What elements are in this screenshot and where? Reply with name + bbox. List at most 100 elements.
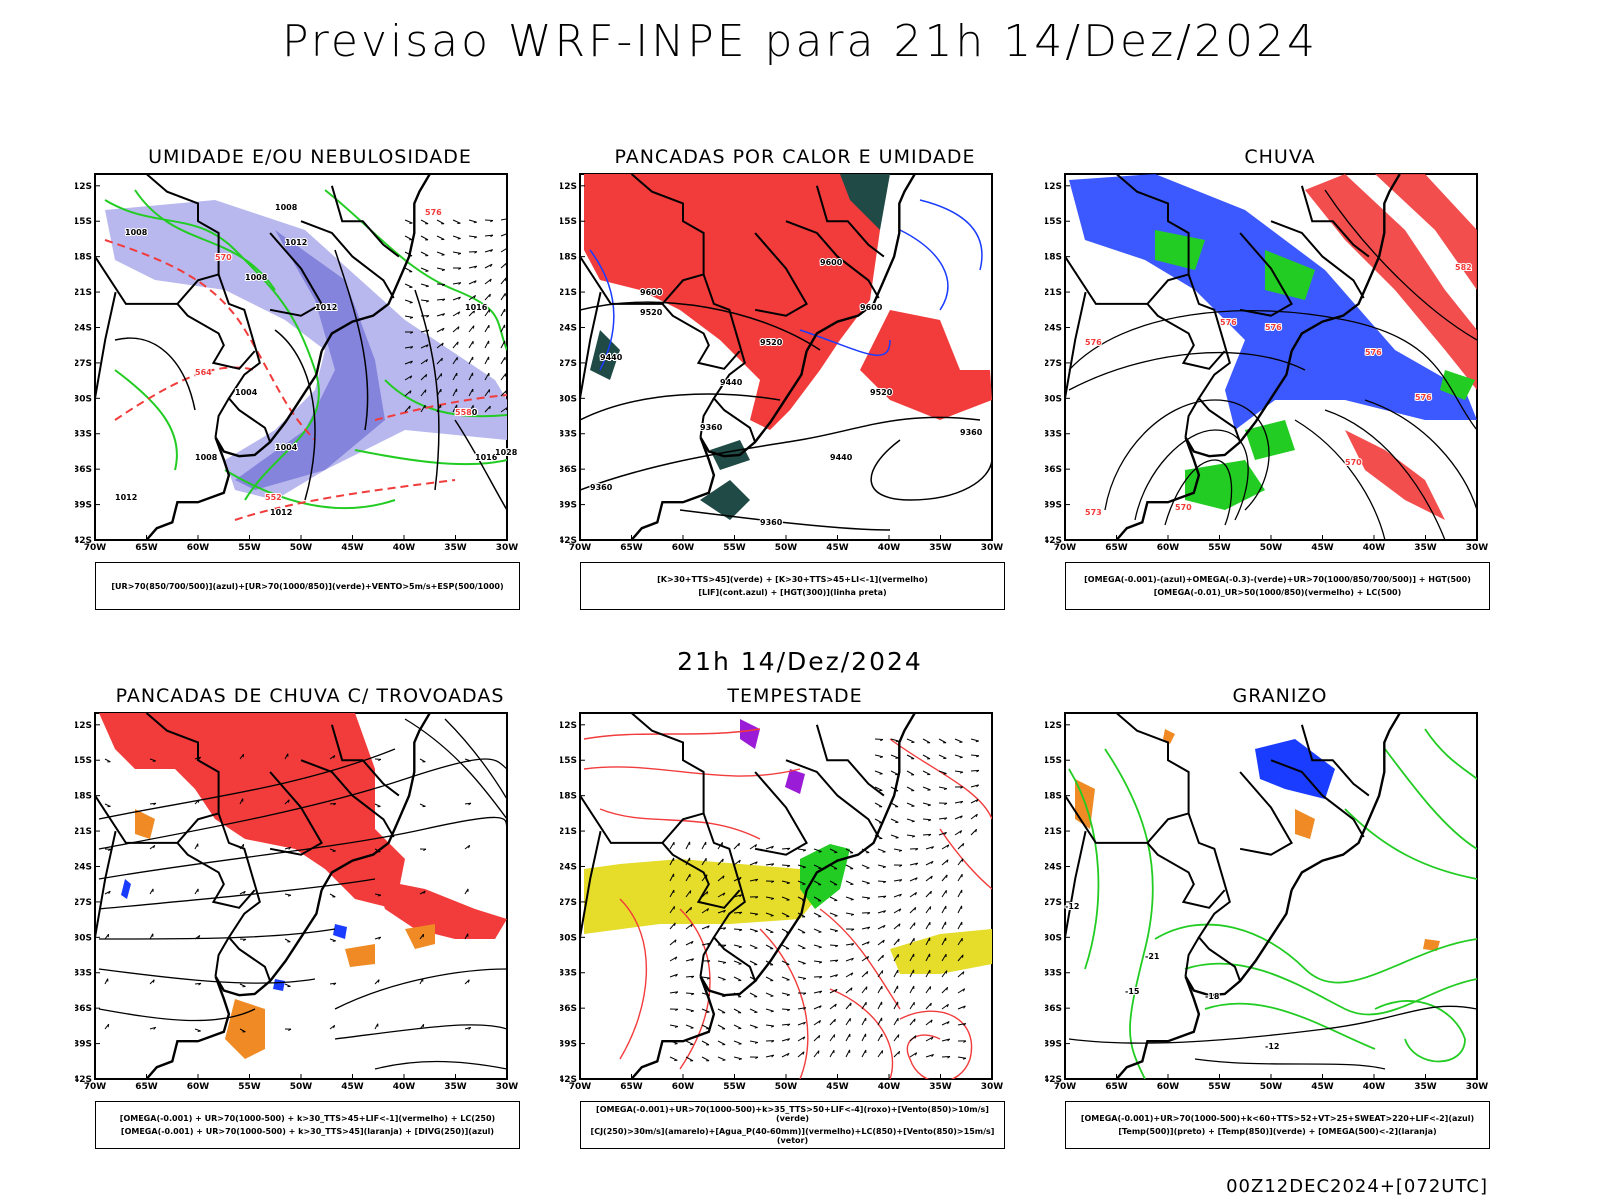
lat-label: 24S bbox=[560, 862, 577, 872]
wind-arrow-head bbox=[754, 1027, 758, 1029]
country-border bbox=[702, 813, 757, 982]
wind-arrow bbox=[906, 802, 915, 807]
wind-arrow bbox=[500, 277, 507, 285]
country-border bbox=[1187, 813, 1242, 982]
wind-arrow bbox=[797, 848, 806, 851]
wind-arrow-head bbox=[770, 898, 775, 900]
wind-arrow bbox=[436, 267, 445, 271]
wind-arrow bbox=[500, 308, 506, 317]
lat-label: 21S bbox=[75, 288, 92, 298]
wind-arrow bbox=[877, 1050, 883, 1058]
wind-arrow bbox=[922, 738, 931, 744]
legend-line: [OMEGA(-0.001)+UR>70(1000-500)+k>35_TTS>… bbox=[596, 1105, 989, 1123]
wind-arrow bbox=[938, 738, 947, 744]
contour-label: 570 bbox=[1345, 458, 1362, 467]
wind-arrow-head bbox=[457, 252, 462, 255]
wind-arrow bbox=[765, 845, 774, 850]
wind-arrow bbox=[925, 906, 932, 914]
wind-arrow bbox=[890, 818, 899, 823]
lat-label: 18S bbox=[75, 253, 92, 263]
wind-arrow bbox=[954, 738, 963, 743]
wind-arrow-head bbox=[898, 938, 900, 942]
wind-arrow bbox=[765, 1024, 774, 1027]
wind-arrow-head bbox=[835, 945, 839, 948]
wind-arrow bbox=[925, 1054, 934, 1058]
wind-arrow-head bbox=[288, 1028, 292, 1031]
contour-label: 1012 bbox=[285, 238, 307, 247]
wind-arrow-head bbox=[754, 1041, 759, 1044]
legend-line: [LIF](cont.azul) + [HGT(300)](linha pret… bbox=[698, 588, 887, 597]
wind-arrow bbox=[954, 800, 963, 804]
lat-label: 39S bbox=[560, 501, 577, 511]
wind-arrow bbox=[877, 939, 885, 946]
lat-label: 36S bbox=[1045, 1004, 1062, 1014]
wind-arrow bbox=[970, 798, 979, 804]
lat-label: 39S bbox=[1045, 1040, 1062, 1050]
wind-arrow bbox=[749, 928, 758, 932]
wind-arrow bbox=[970, 813, 978, 820]
lon-label: 60W bbox=[187, 543, 210, 553]
wind-arrow bbox=[765, 944, 774, 950]
wind-arrow-head bbox=[883, 895, 887, 899]
wind-arrow bbox=[893, 1050, 900, 1058]
wind-arrow bbox=[797, 864, 806, 868]
wind-arrow-head bbox=[197, 799, 200, 803]
wind-arrow bbox=[957, 889, 963, 898]
wind-arrow-head bbox=[674, 956, 678, 960]
wind-arrow-head bbox=[674, 1043, 678, 1045]
wind-arrow bbox=[906, 770, 915, 776]
lon-label: 50W bbox=[290, 1082, 313, 1092]
wind-arrow bbox=[829, 896, 838, 901]
lat-label: 42S bbox=[560, 536, 577, 546]
lat-label: 42S bbox=[1045, 536, 1062, 546]
wind-arrow-head bbox=[409, 375, 413, 379]
wind-arrow bbox=[669, 841, 675, 850]
lat-label: 18S bbox=[1045, 792, 1062, 802]
panel-heat-showers: PANCADAS POR CALOR E UMIDADE 9600 9600 960… bbox=[560, 146, 1040, 616]
wind-arrow bbox=[970, 828, 977, 836]
lat-label: 24S bbox=[560, 323, 577, 333]
wind-arrow bbox=[877, 880, 887, 883]
wind-arrow-head bbox=[153, 802, 157, 806]
wind-arrow-head bbox=[975, 829, 978, 833]
wind-arrow-head bbox=[802, 1051, 805, 1055]
wind-arrow-head bbox=[786, 882, 790, 885]
contour-label: 1004 bbox=[275, 443, 298, 452]
wind-arrow bbox=[781, 1008, 791, 1011]
wind-arrow-head bbox=[333, 755, 336, 759]
wind-arrow bbox=[685, 841, 691, 850]
lat-label: 42S bbox=[75, 1075, 92, 1085]
wind-arrow bbox=[813, 912, 822, 918]
wind-arrow bbox=[861, 880, 870, 884]
wind-arrow bbox=[452, 341, 459, 349]
wind-arrow-head bbox=[333, 1025, 336, 1029]
wind-arrow-head bbox=[787, 1009, 791, 1012]
wind-arrow-head bbox=[930, 1002, 932, 1007]
wind-arrow bbox=[717, 875, 725, 882]
lon-label: 50W bbox=[775, 543, 798, 553]
wind-arrow-head bbox=[976, 799, 979, 803]
lat-label: 21S bbox=[560, 288, 577, 298]
wind-arrow bbox=[941, 844, 950, 850]
lat-label: 30S bbox=[75, 394, 92, 404]
wind-arrow-head bbox=[879, 756, 883, 759]
wind-arrow bbox=[845, 896, 854, 900]
wind-arrow bbox=[829, 988, 838, 994]
country-border bbox=[754, 232, 808, 317]
lat-label: 21S bbox=[1045, 827, 1062, 837]
wind-arrow bbox=[765, 1008, 774, 1012]
wind-arrow-head bbox=[468, 1027, 472, 1030]
wind-arrow bbox=[874, 754, 883, 758]
panel-labels: 1008 1008 1012 1008 1012 1016 1004 1008 1012 1016… bbox=[114, 202, 519, 518]
wind-arrow bbox=[452, 235, 461, 239]
wind-arrow-head bbox=[963, 1005, 966, 1009]
lon-label: 45W bbox=[826, 543, 849, 553]
lat-label: 33S bbox=[560, 969, 577, 979]
country-border bbox=[1300, 185, 1370, 258]
wind-arrow-head bbox=[378, 758, 382, 762]
wind-arrow bbox=[941, 1055, 951, 1058]
wind-arrow-head bbox=[706, 891, 709, 895]
wind-arrow bbox=[829, 944, 839, 947]
country-border bbox=[1184, 936, 1200, 977]
